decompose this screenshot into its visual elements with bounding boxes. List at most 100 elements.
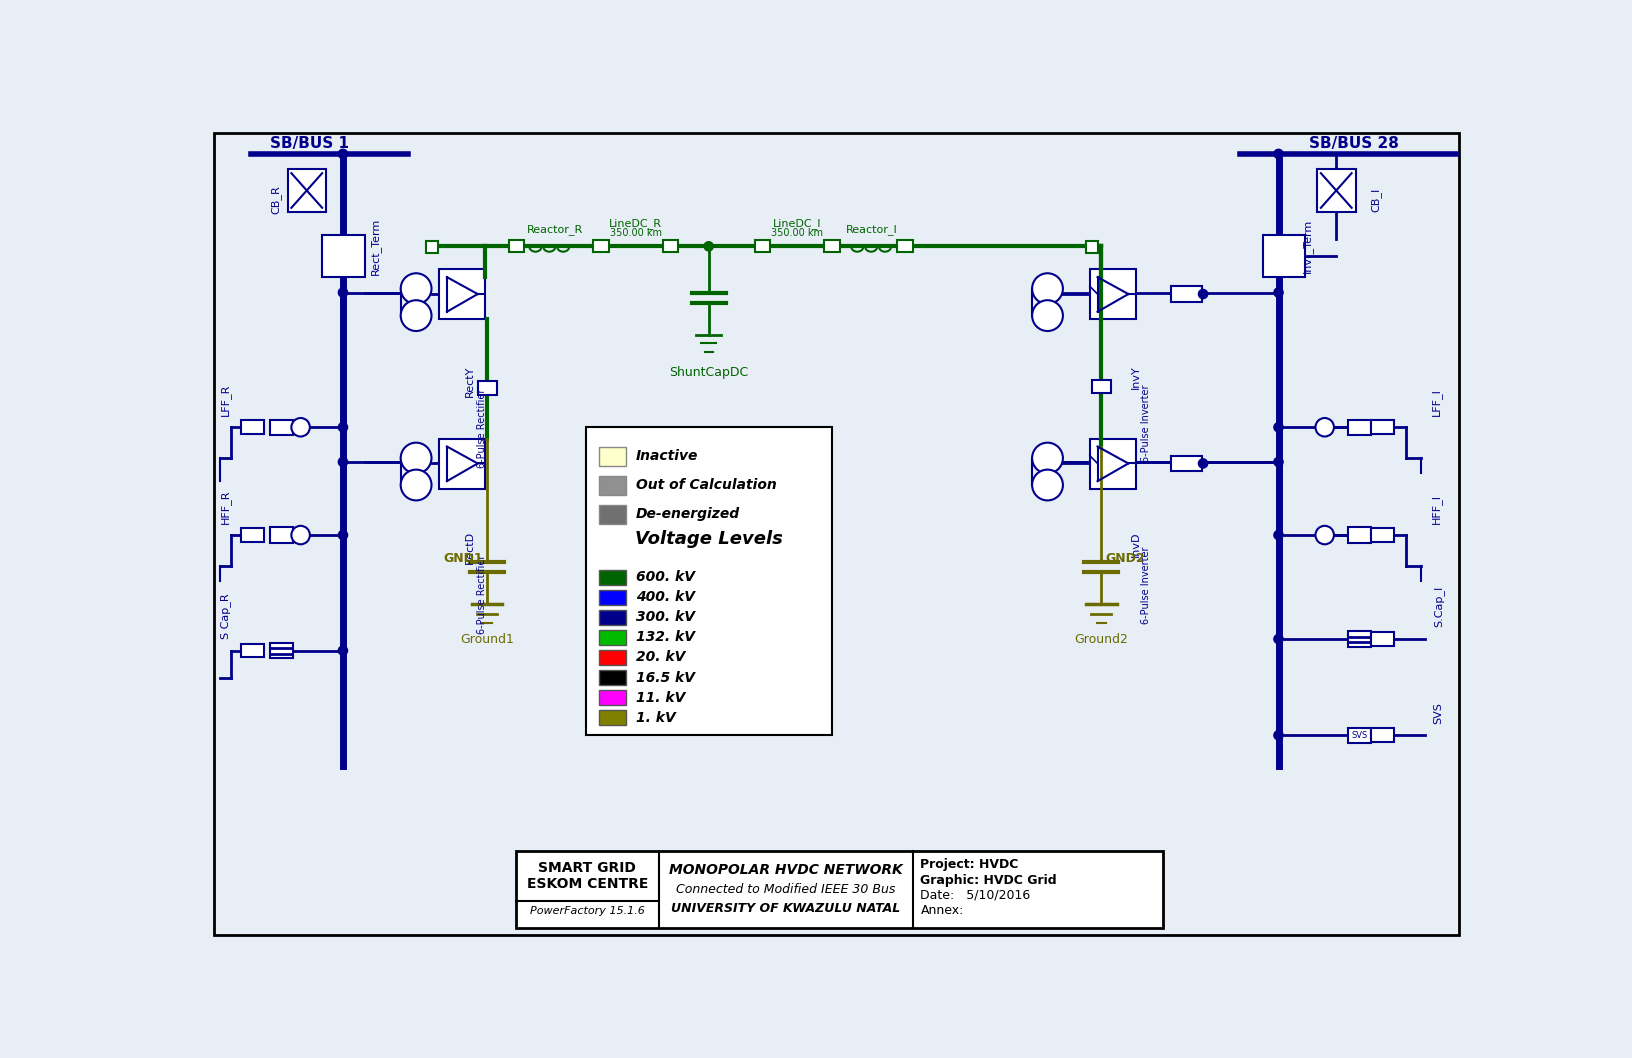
Circle shape bbox=[1031, 273, 1062, 304]
Text: LFF_R: LFF_R bbox=[220, 383, 230, 416]
Bar bbox=[586, 427, 831, 735]
Bar bbox=[1346, 728, 1371, 743]
Circle shape bbox=[400, 300, 431, 331]
Text: UNIVERSITY OF KWAZULU NATAL: UNIVERSITY OF KWAZULU NATAL bbox=[671, 902, 899, 915]
Bar bbox=[240, 528, 263, 542]
Circle shape bbox=[400, 442, 431, 474]
Bar bbox=[599, 690, 627, 706]
Text: 400. kV: 400. kV bbox=[635, 590, 694, 604]
Circle shape bbox=[1315, 526, 1333, 544]
Bar bbox=[240, 643, 263, 657]
Text: Reactor_I: Reactor_I bbox=[845, 224, 898, 235]
Text: LineDC_R: LineDC_R bbox=[609, 218, 661, 230]
Bar bbox=[1315, 169, 1355, 212]
Bar bbox=[269, 527, 292, 543]
Bar bbox=[240, 420, 263, 434]
Text: 6-Pulse Inverter: 6-Pulse Inverter bbox=[1141, 547, 1151, 624]
Text: MONOPOLAR HVDC NETWORK: MONOPOLAR HVDC NETWORK bbox=[669, 863, 902, 877]
Text: Connected to Modified IEEE 30 Bus: Connected to Modified IEEE 30 Bus bbox=[676, 882, 894, 896]
Bar bbox=[439, 270, 485, 320]
Circle shape bbox=[1273, 731, 1283, 740]
Text: 6-Pulse Rectifier: 6-Pulse Rectifier bbox=[477, 554, 486, 634]
Bar bbox=[1371, 528, 1394, 542]
Text: HFF_I: HFF_I bbox=[1430, 493, 1441, 524]
Circle shape bbox=[1198, 459, 1208, 468]
Bar bbox=[1170, 287, 1201, 302]
Text: 6-Pulse Rectifier: 6-Pulse Rectifier bbox=[477, 388, 486, 468]
Text: InvD: InvD bbox=[1131, 531, 1141, 557]
Text: SVS: SVS bbox=[1433, 701, 1443, 724]
Text: 600. kV: 600. kV bbox=[635, 570, 694, 584]
Text: Reactor_R: Reactor_R bbox=[526, 224, 583, 235]
Bar bbox=[1262, 235, 1304, 277]
Text: Date:   5/10/2016: Date: 5/10/2016 bbox=[920, 889, 1030, 901]
Circle shape bbox=[703, 241, 713, 251]
Bar bbox=[663, 240, 677, 253]
Circle shape bbox=[338, 288, 348, 297]
Text: RectY: RectY bbox=[465, 366, 475, 397]
Circle shape bbox=[290, 418, 310, 437]
Bar bbox=[1346, 420, 1371, 435]
Text: 350.00 km: 350.00 km bbox=[609, 227, 661, 238]
Bar bbox=[599, 650, 627, 665]
Text: Ground2: Ground2 bbox=[1074, 633, 1128, 645]
Text: SMART GRID: SMART GRID bbox=[539, 861, 636, 875]
Bar bbox=[1346, 632, 1371, 646]
Text: De-energized: De-energized bbox=[635, 507, 739, 522]
Bar bbox=[754, 240, 770, 253]
Text: LFF_I: LFF_I bbox=[1430, 388, 1441, 416]
Text: GND1: GND1 bbox=[444, 551, 483, 565]
Bar bbox=[478, 381, 496, 395]
Bar bbox=[516, 851, 1162, 928]
Circle shape bbox=[1031, 300, 1062, 331]
Circle shape bbox=[1273, 422, 1283, 432]
Circle shape bbox=[1198, 290, 1208, 298]
Bar bbox=[599, 609, 627, 625]
Circle shape bbox=[290, 526, 310, 544]
Circle shape bbox=[1031, 470, 1062, 500]
Text: Ground1: Ground1 bbox=[460, 633, 514, 645]
Text: SB/BUS 28: SB/BUS 28 bbox=[1309, 136, 1399, 151]
Bar bbox=[599, 710, 627, 725]
Text: 350.00 km: 350.00 km bbox=[770, 227, 823, 238]
Circle shape bbox=[338, 646, 348, 655]
Text: ShuntCapDC: ShuntCapDC bbox=[669, 366, 747, 379]
Text: HFF_R: HFF_R bbox=[220, 489, 230, 524]
Circle shape bbox=[400, 273, 431, 304]
Bar bbox=[1089, 270, 1136, 320]
Text: Annex:: Annex: bbox=[920, 905, 963, 917]
Text: LineDC_I: LineDC_I bbox=[772, 218, 821, 230]
Bar bbox=[1170, 456, 1201, 471]
Text: 132. kV: 132. kV bbox=[635, 631, 694, 644]
Bar bbox=[824, 240, 839, 253]
Bar bbox=[1089, 439, 1136, 489]
Text: Rect_Term: Rect_Term bbox=[370, 218, 380, 275]
Circle shape bbox=[1273, 457, 1283, 467]
Text: 11. kV: 11. kV bbox=[635, 691, 684, 705]
Bar bbox=[508, 240, 524, 253]
Text: PowerFactory 15.1.6: PowerFactory 15.1.6 bbox=[530, 906, 645, 916]
Bar bbox=[599, 505, 627, 525]
Circle shape bbox=[338, 530, 348, 540]
Bar bbox=[269, 420, 292, 435]
Text: 16.5 kV: 16.5 kV bbox=[635, 671, 694, 685]
Text: SB/BUS 1: SB/BUS 1 bbox=[269, 136, 349, 151]
Bar bbox=[1092, 380, 1111, 394]
Bar bbox=[1371, 728, 1394, 743]
Text: GND2: GND2 bbox=[1105, 551, 1144, 565]
Text: ESKOM CENTRE: ESKOM CENTRE bbox=[527, 877, 648, 891]
Circle shape bbox=[1273, 530, 1283, 540]
Bar bbox=[898, 240, 912, 253]
Text: Graphic: HVDC Grid: Graphic: HVDC Grid bbox=[920, 874, 1056, 887]
Text: RectD: RectD bbox=[465, 531, 475, 564]
Text: CB_R: CB_R bbox=[271, 186, 281, 215]
Text: 300. kV: 300. kV bbox=[635, 610, 694, 624]
Circle shape bbox=[338, 457, 348, 467]
Bar bbox=[269, 643, 292, 658]
Circle shape bbox=[1273, 288, 1283, 297]
Circle shape bbox=[338, 422, 348, 432]
Bar bbox=[599, 569, 627, 585]
Text: CB_I: CB_I bbox=[1371, 188, 1381, 213]
Text: SVS: SVS bbox=[1350, 731, 1366, 740]
Bar bbox=[592, 240, 609, 253]
